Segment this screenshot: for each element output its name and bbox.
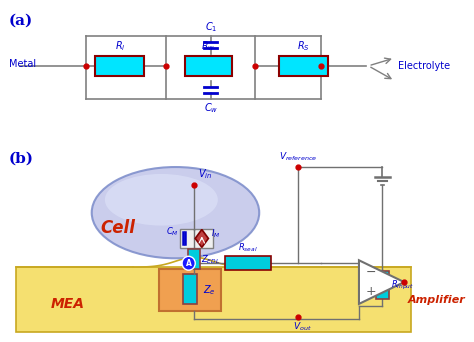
Text: $R_S$: $R_S$ [297, 39, 310, 53]
Ellipse shape [105, 174, 218, 226]
Ellipse shape [92, 167, 259, 258]
Circle shape [182, 256, 195, 270]
Text: $Z_e$: $Z_e$ [203, 283, 216, 297]
Text: $R_l$: $R_l$ [115, 39, 125, 53]
FancyBboxPatch shape [180, 228, 213, 248]
FancyBboxPatch shape [225, 256, 271, 270]
Text: $V_{in}$: $V_{in}$ [198, 167, 212, 181]
Text: $-$: $-$ [365, 265, 376, 278]
Text: MEA: MEA [50, 297, 84, 311]
Text: $+$: $+$ [365, 285, 376, 298]
Polygon shape [195, 229, 209, 247]
Text: $C_M$: $C_M$ [165, 225, 178, 238]
Polygon shape [359, 260, 404, 304]
Text: $R_{seal}$: $R_{seal}$ [238, 242, 258, 254]
FancyBboxPatch shape [188, 249, 200, 269]
Text: $R_w$: $R_w$ [201, 39, 216, 53]
Text: $V_{out}$: $V_{out}$ [293, 321, 312, 333]
Text: $V_{reference}$: $V_{reference}$ [279, 150, 317, 163]
Text: Electrolyte: Electrolyte [399, 61, 451, 71]
FancyBboxPatch shape [159, 269, 220, 311]
Text: Amplifier: Amplifier [408, 295, 465, 305]
Text: $I_M$: $I_M$ [211, 227, 220, 240]
FancyBboxPatch shape [185, 56, 232, 76]
Text: $C_w$: $C_w$ [204, 102, 218, 115]
FancyBboxPatch shape [279, 56, 328, 76]
Text: Cell: Cell [100, 219, 135, 237]
Text: $Z_{EDL}$: $Z_{EDL}$ [201, 253, 220, 265]
FancyBboxPatch shape [16, 267, 410, 332]
FancyBboxPatch shape [376, 271, 389, 299]
Text: Metal: Metal [9, 59, 36, 69]
Text: $R_{input}$: $R_{input}$ [391, 278, 414, 292]
FancyBboxPatch shape [95, 56, 145, 76]
FancyBboxPatch shape [183, 274, 197, 304]
Text: (a): (a) [9, 13, 33, 27]
Text: $C_1$: $C_1$ [205, 20, 217, 34]
Text: A: A [186, 259, 191, 268]
Text: (b): (b) [9, 152, 34, 166]
